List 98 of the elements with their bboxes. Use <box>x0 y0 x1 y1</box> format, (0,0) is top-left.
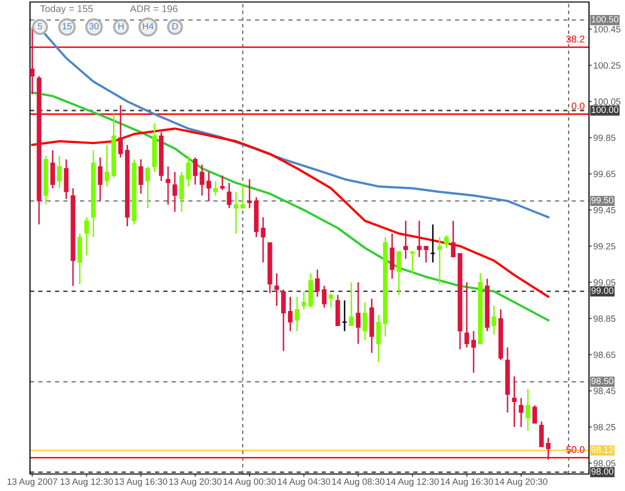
annotation: D <box>172 23 178 30</box>
candlestick <box>50 150 55 189</box>
y-tick-label: 99.25 <box>594 243 616 250</box>
y-tick-label: 98.65 <box>594 352 616 358</box>
candlestick <box>200 164 204 196</box>
candlestick <box>247 178 252 209</box>
candlestick <box>437 236 442 285</box>
candlestick <box>430 224 436 264</box>
annotation: 5 <box>38 23 42 30</box>
candlestick <box>104 144 110 188</box>
x-tick-label: 13 Aug 2007 <box>8 478 58 487</box>
x-tick-label: 14 Aug 16:30 <box>440 478 494 487</box>
candlestick <box>396 250 402 296</box>
candlestick <box>450 220 456 258</box>
line-series <box>31 127 550 298</box>
ref-line-label: 98.50 <box>592 378 614 384</box>
candlestick <box>281 288 286 352</box>
candlestick <box>98 156 102 202</box>
candlestick <box>260 216 266 264</box>
y-tick-label: 100.45 <box>594 26 620 32</box>
candlestick <box>220 174 225 191</box>
candlestick <box>166 166 170 206</box>
candlestick <box>179 171 184 212</box>
candlestick <box>118 104 123 158</box>
x-tick-label: 13 Aug 20:30 <box>169 478 222 487</box>
y-tick-label: 98.85 <box>594 315 616 322</box>
candlestick <box>518 397 524 428</box>
candlestick <box>526 388 530 432</box>
annotation: H4 <box>142 23 154 30</box>
candlestick <box>288 296 293 332</box>
candlestick <box>226 182 232 209</box>
candlestick <box>213 180 218 196</box>
y-tick-label: 99.85 <box>594 134 616 141</box>
candlestick <box>546 437 551 460</box>
annotation: 38.2 <box>566 36 584 43</box>
ref-line-label: 100.00 <box>592 106 618 113</box>
annotation: Today = 155 <box>40 5 93 14</box>
candlestick <box>322 285 327 308</box>
candlestick <box>240 184 246 209</box>
candlestick <box>302 290 306 310</box>
candlestick <box>274 272 279 307</box>
annotation: H <box>118 23 124 30</box>
candlestick <box>403 220 408 260</box>
y-tick-label: 98.45 <box>594 388 616 394</box>
candlestick <box>424 245 428 264</box>
candlestick <box>512 376 517 428</box>
ref-line-label: 98.00 <box>592 468 614 475</box>
y-tick-label: 99.45 <box>594 206 616 214</box>
candlestick <box>362 302 368 341</box>
candlestick <box>64 158 69 200</box>
candlestick <box>342 300 348 332</box>
x-tick-label: 14 Aug 00:30 <box>224 478 276 487</box>
annotation: 30 <box>89 23 99 30</box>
candlestick <box>539 420 544 448</box>
x-tick-label: 14 Aug 20:30 <box>495 478 548 487</box>
candlestick <box>294 296 300 332</box>
candlestick <box>376 314 381 363</box>
candlestick <box>57 155 62 189</box>
candlestick <box>390 232 394 280</box>
ref-line-label: 100.50 <box>592 16 618 23</box>
candlestick <box>328 292 334 308</box>
candlestick <box>234 191 238 234</box>
candlestick <box>138 158 144 194</box>
y-tick-label: 100.25 <box>594 62 620 69</box>
candlestick <box>315 268 320 298</box>
candlestick <box>492 305 496 336</box>
candlestick <box>192 156 198 186</box>
line-series <box>31 91 550 322</box>
candlestick <box>532 404 537 424</box>
ref-line-label: 98.12 <box>592 446 614 453</box>
y-tick-label: 99.65 <box>594 170 616 178</box>
annotation: ADR = 196 <box>130 5 178 12</box>
candlestick <box>444 234 449 249</box>
candlestick <box>172 171 178 212</box>
candlestick <box>84 216 89 256</box>
y-tick-label: 98.05 <box>594 460 616 467</box>
annotation: 0.0 <box>572 102 584 110</box>
candlestick <box>471 330 476 374</box>
x-tick-label: 14 Aug 12:30 <box>386 478 439 487</box>
candlestick <box>416 220 422 258</box>
x-tick-label: 13 Aug 12:30 <box>60 478 113 487</box>
candlestick <box>464 282 470 348</box>
y-tick-label: 100.05 <box>594 98 620 105</box>
x-tick-label: 14 Aug 08:30 <box>332 478 384 487</box>
candlestick <box>145 166 150 209</box>
ref-line-label: 99.00 <box>592 287 614 294</box>
candlestick <box>410 250 415 274</box>
candlestick <box>349 282 354 326</box>
candlestick <box>356 282 360 344</box>
annotation: 15 <box>62 23 72 30</box>
x-tick-label: 13 Aug 16:30 <box>114 478 168 487</box>
ref-line-label: 99.50 <box>592 196 614 204</box>
y-tick-label: 99.05 <box>594 279 616 286</box>
candlestick <box>30 26 35 95</box>
y-tick-label: 98.25 <box>594 424 616 430</box>
candlestick <box>186 155 191 188</box>
candlestick <box>206 171 212 202</box>
x-tick-label: 14 Aug 04:30 <box>278 478 330 487</box>
